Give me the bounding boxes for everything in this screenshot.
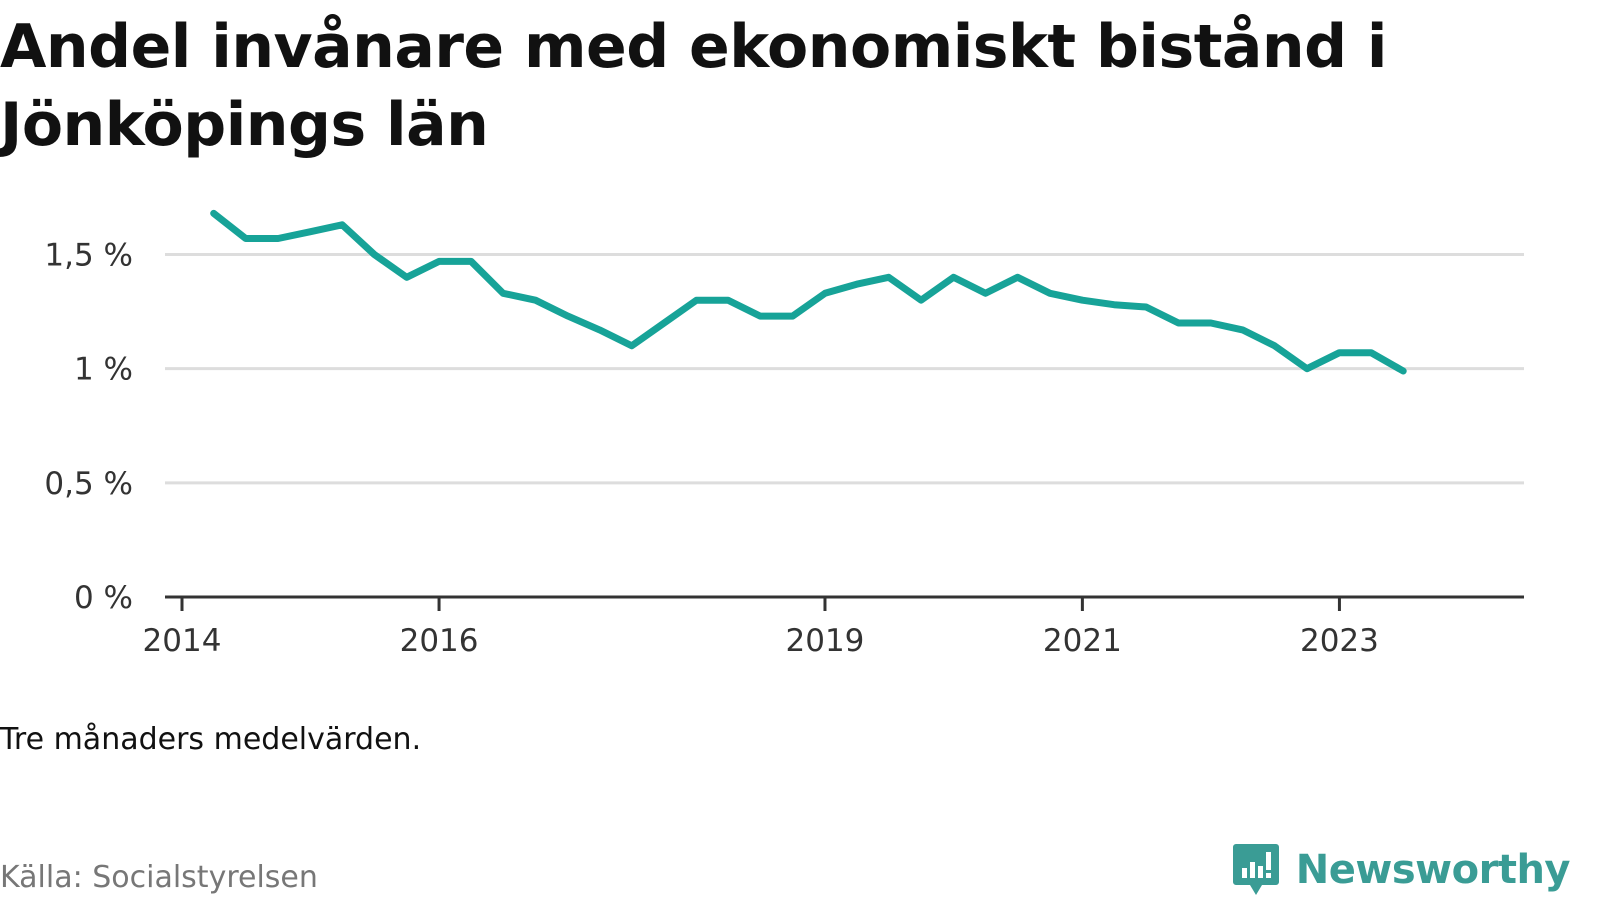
brand-name: Newsworthy bbox=[1295, 847, 1571, 893]
data-point bbox=[693, 297, 699, 303]
data-point bbox=[597, 327, 603, 333]
data-point bbox=[757, 313, 763, 319]
data-point bbox=[211, 210, 217, 216]
y-axis-ticks: 0 % 0,5 % 1 % 1,5 % bbox=[44, 238, 133, 617]
data-point bbox=[275, 236, 281, 242]
data-point bbox=[1015, 274, 1021, 280]
chart-title: Andel invånare med ekonomiskt bistånd i … bbox=[0, 12, 1387, 160]
data-point bbox=[533, 297, 539, 303]
data-point bbox=[629, 343, 635, 349]
data-point bbox=[951, 274, 957, 280]
data-point bbox=[243, 236, 249, 242]
data-point bbox=[1111, 302, 1117, 308]
data-point bbox=[1047, 290, 1053, 296]
data-point bbox=[886, 274, 892, 280]
brand-logo[interactable]: Newsworthy bbox=[1232, 842, 1571, 898]
newsworthy-logo-icon bbox=[1232, 844, 1279, 895]
x-tick-label: 2019 bbox=[786, 623, 865, 659]
data-point bbox=[1368, 350, 1374, 356]
data-point bbox=[436, 258, 442, 264]
x-tick-label: 2021 bbox=[1043, 623, 1122, 659]
y-tick-label: 1 % bbox=[74, 352, 133, 388]
data-point bbox=[1400, 368, 1406, 374]
x-axis-ticks: 2014 2016 2019 2021 2023 bbox=[143, 597, 1379, 659]
data-point bbox=[918, 297, 924, 303]
y-tick-label: 1,5 % bbox=[44, 238, 133, 274]
chart-note: Tre månaders medelvärden. bbox=[0, 722, 422, 757]
data-point bbox=[308, 229, 314, 235]
source-label: Källa: Socialstyrelsen bbox=[0, 860, 318, 895]
data-point bbox=[1176, 320, 1182, 326]
data-point bbox=[1208, 320, 1214, 326]
data-point bbox=[565, 313, 571, 319]
data-point bbox=[661, 320, 667, 326]
grid-lines bbox=[165, 253, 1524, 485]
data-point bbox=[1240, 327, 1246, 333]
data-point bbox=[371, 252, 377, 258]
data-point bbox=[1272, 343, 1278, 349]
x-tick-label: 2014 bbox=[143, 623, 222, 659]
data-point bbox=[500, 290, 506, 296]
data-point bbox=[1143, 304, 1149, 310]
data-point bbox=[468, 258, 474, 264]
data-point bbox=[790, 313, 796, 319]
data-point bbox=[1079, 297, 1085, 303]
data-point bbox=[1336, 350, 1342, 356]
data-point bbox=[404, 274, 410, 280]
x-tick-label: 2023 bbox=[1300, 623, 1379, 659]
data-point bbox=[822, 290, 828, 296]
series-line bbox=[210, 209, 1407, 375]
data-point bbox=[1304, 366, 1310, 372]
data-point bbox=[339, 222, 345, 228]
y-tick-label: 0 % bbox=[74, 580, 133, 616]
data-points bbox=[211, 210, 1406, 374]
data-point bbox=[983, 290, 989, 296]
data-point bbox=[854, 281, 860, 287]
data-point bbox=[725, 297, 731, 303]
y-tick-label: 0,5 % bbox=[44, 466, 133, 502]
x-tick-label: 2016 bbox=[400, 623, 479, 659]
